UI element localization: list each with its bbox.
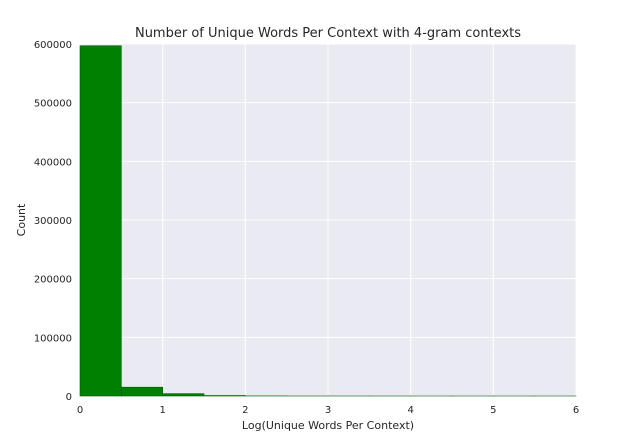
histogram-bar: [79, 45, 122, 397]
y-tick-label: 200000: [34, 275, 72, 286]
y-tick-label: 100000: [34, 333, 72, 344]
x-tick-label: 5: [490, 405, 496, 416]
x-axis-label: Log(Unique Words Per Context): [242, 419, 414, 432]
x-tick-label: 3: [325, 405, 331, 416]
y-tick-label: 600000: [34, 40, 72, 51]
x-tick-label: 2: [242, 405, 248, 416]
y-tick-label: 500000: [34, 99, 72, 110]
x-tick-label: 0: [77, 405, 83, 416]
x-tick-label: 4: [407, 405, 413, 416]
histogram-bar: [162, 393, 205, 397]
y-tick-label: 0: [66, 392, 72, 403]
chart-title: Number of Unique Words Per Context with …: [135, 26, 521, 41]
x-tick-label: 6: [573, 405, 579, 416]
histogram-bars: [79, 45, 577, 397]
y-tick-label: 400000: [34, 157, 72, 168]
histogram-bar: [121, 386, 163, 397]
y-axis-label: Count: [15, 203, 28, 236]
y-tick-label: 300000: [34, 216, 72, 227]
y-tick-labels: 0 100000 200000 300000 400000 500000 600000: [34, 40, 72, 403]
x-tick-labels: 0 1 2 3 4 5 6: [77, 405, 579, 416]
x-tick-label: 1: [159, 405, 165, 416]
